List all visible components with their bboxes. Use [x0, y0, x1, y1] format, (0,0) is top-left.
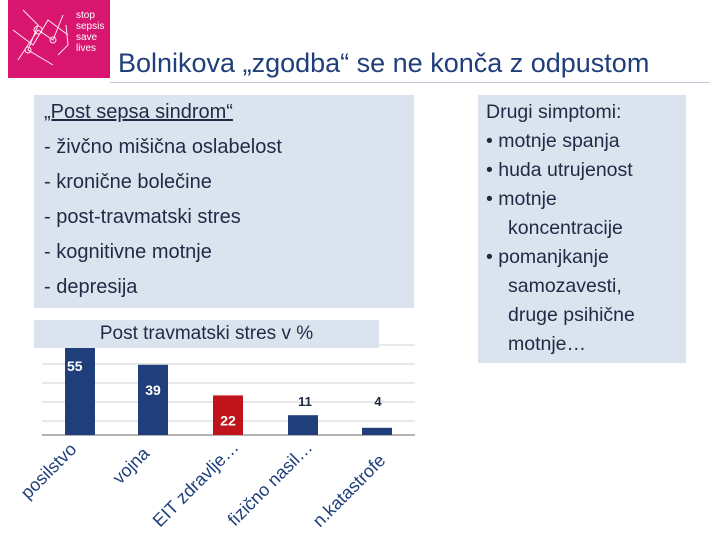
bar-3 — [213, 395, 243, 435]
syndrome-item: - depresija — [44, 276, 138, 298]
symptom-item: • motnje — [486, 188, 557, 210]
logo: stop sepsis save lives — [8, 0, 110, 78]
data-label-4: 11 — [298, 394, 312, 409]
title-divider — [110, 82, 710, 83]
category-label-5: n.katastrofe — [309, 450, 390, 531]
data-label-2: 39 — [145, 382, 161, 398]
symptoms-heading: Drugi simptomi: — [486, 101, 622, 123]
data-label-5: 4 — [374, 394, 382, 409]
post-sepsis-syndrome-box: „Post sepsa sindrom“ - živčno mišična os… — [34, 95, 414, 308]
symptom-item: • pomanjkanje — [486, 246, 609, 268]
syndrome-heading: „Post sepsa sindrom“ — [44, 101, 233, 123]
symptom-item-cont: motnje… — [508, 333, 587, 355]
bar-1 — [65, 336, 95, 435]
symptom-item: • motnje spanja — [486, 130, 620, 152]
logo-text: stop sepsis save lives — [76, 10, 105, 54]
symptom-item-cont: druge psihične — [508, 304, 635, 326]
bar-5 — [362, 427, 392, 435]
symptom-item-cont: samozavesti, — [508, 275, 622, 297]
symptom-item: • huda utrujenost — [486, 159, 633, 181]
data-label-1: 55 — [67, 358, 83, 374]
syndrome-item: - kronične bolečine — [44, 171, 212, 193]
bar-2 — [138, 364, 168, 435]
bar-4 — [288, 415, 318, 435]
symptom-item-cont: koncentracije — [508, 217, 623, 239]
syndrome-item: - živčno mišična oslabelost — [44, 136, 282, 158]
category-label-2: vojna — [109, 443, 154, 488]
syndrome-item: - post-travmatski stres — [44, 206, 241, 228]
page-title: Bolnikova „zgodba“ se ne konča z odpusto… — [118, 48, 650, 78]
data-label-3: 22 — [220, 412, 236, 428]
category-label-1: posilstvo — [17, 439, 81, 503]
other-symptoms-box: Drugi simptomi: • motnje spanja • huda u… — [478, 95, 686, 363]
sepsis-logo-icon — [12, 9, 69, 66]
syndrome-item: - kognitivne motnje — [44, 241, 212, 263]
chart-title: Post travmatski stres v % — [34, 320, 379, 348]
